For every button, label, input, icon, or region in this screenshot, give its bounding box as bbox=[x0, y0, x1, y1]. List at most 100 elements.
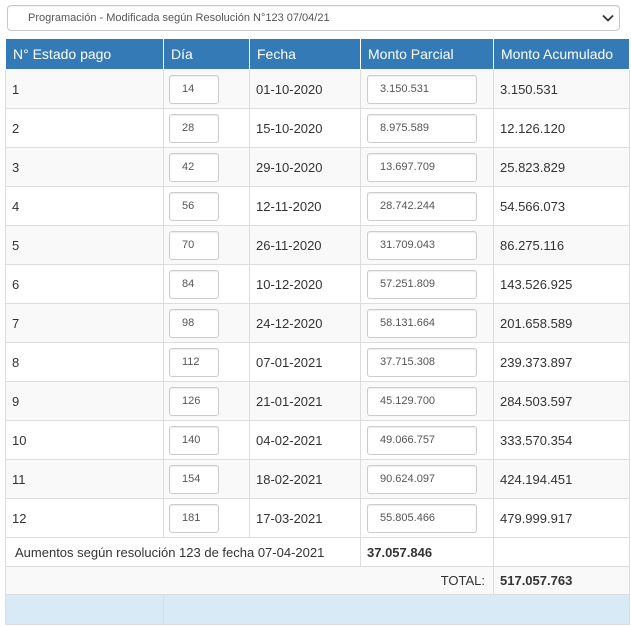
monto-parcial-cell: 37.715.308 bbox=[360, 342, 494, 382]
monto-parcial-cell: 55.805.466 bbox=[360, 498, 494, 538]
monto-parcial-cell: 57.251.809 bbox=[360, 264, 494, 304]
monto-acumulado-cell: 333.570.354 bbox=[493, 420, 630, 460]
monto-parcial-cell: 13.697.709 bbox=[360, 147, 494, 187]
aumentos-label: Aumentos según resolución 123 de fecha 0… bbox=[5, 537, 361, 567]
estado-pago-number: 5 bbox=[5, 225, 164, 265]
monto-parcial-input[interactable]: 49.066.757 bbox=[367, 425, 477, 455]
estado-pago-number: 12 bbox=[5, 498, 164, 538]
dia-input[interactable]: 28 bbox=[169, 113, 219, 143]
table-header-row: N° Estado pago Día Fecha Monto Parcial M… bbox=[5, 38, 630, 70]
dia-cell: 140 bbox=[163, 420, 250, 460]
monto-parcial-input[interactable]: 28.742.244 bbox=[367, 191, 477, 221]
monto-parcial-input[interactable]: 37.715.308 bbox=[367, 347, 477, 377]
dia-input[interactable]: 181 bbox=[169, 503, 219, 533]
table-row: 2 28 15-10-2020 8.975.589 12.126.120 bbox=[5, 108, 630, 148]
monto-acumulado-cell: 3.150.531 bbox=[493, 69, 630, 109]
aumentos-value: 37.057.846 bbox=[360, 537, 494, 567]
table-row: 1 14 01-10-2020 3.150.531 3.150.531 bbox=[5, 69, 630, 109]
table-row: 4 56 12-11-2020 28.742.244 54.566.073 bbox=[5, 186, 630, 226]
fecha-cell: 10-12-2020 bbox=[249, 264, 361, 304]
monto-parcial-cell: 58.131.664 bbox=[360, 303, 494, 343]
dia-cell: 126 bbox=[163, 381, 250, 421]
monto-parcial-input[interactable]: 45.129.700 bbox=[367, 386, 477, 416]
dia-cell: 14 bbox=[163, 69, 250, 109]
resolution-select-value: Programación - Modificada según Resoluci… bbox=[28, 12, 330, 24]
header-monto-acumulado: Monto Acumulado bbox=[493, 38, 630, 70]
monto-parcial-cell: 45.129.700 bbox=[360, 381, 494, 421]
monto-parcial-input[interactable]: 13.697.709 bbox=[367, 152, 477, 182]
dia-cell: 181 bbox=[163, 498, 250, 538]
dia-cell: 112 bbox=[163, 342, 250, 382]
monto-parcial-input[interactable]: 58.131.664 bbox=[367, 308, 477, 338]
table-row: 9 126 21-01-2021 45.129.700 284.503.597 bbox=[5, 381, 630, 421]
monto-parcial-cell: 90.624.097 bbox=[360, 459, 494, 499]
header-dia: Día bbox=[163, 38, 250, 70]
aumentos-row: Aumentos según resolución 123 de fecha 0… bbox=[5, 537, 630, 567]
monto-acumulado-cell: 25.823.829 bbox=[493, 147, 630, 187]
header-monto-parcial: Monto Parcial bbox=[360, 38, 494, 70]
payments-table: N° Estado pago Día Fecha Monto Parcial M… bbox=[5, 38, 630, 625]
dia-cell: 28 bbox=[163, 108, 250, 148]
dia-input[interactable]: 126 bbox=[169, 386, 219, 416]
estado-pago-number: 3 bbox=[5, 147, 164, 187]
monto-parcial-input[interactable]: 55.805.466 bbox=[367, 503, 477, 533]
table-row: 3 42 29-10-2020 13.697.709 25.823.829 bbox=[5, 147, 630, 187]
monto-parcial-input[interactable]: 90.624.097 bbox=[367, 464, 477, 494]
estado-pago-number: 4 bbox=[5, 186, 164, 226]
total-label: TOTAL: bbox=[5, 566, 494, 595]
table-row: 5 70 26-11-2020 31.709.043 86.275.116 bbox=[5, 225, 630, 265]
resolution-select[interactable]: Programación - Modificada según Resoluci… bbox=[7, 5, 620, 31]
fecha-cell: 26-11-2020 bbox=[249, 225, 361, 265]
table-footer-row bbox=[5, 594, 630, 625]
monto-parcial-cell: 8.975.589 bbox=[360, 108, 494, 148]
footer-cell bbox=[163, 594, 630, 625]
dia-input[interactable]: 14 bbox=[169, 74, 219, 104]
estado-pago-number: 9 bbox=[5, 381, 164, 421]
fecha-cell: 29-10-2020 bbox=[249, 147, 361, 187]
aumentos-empty-cell bbox=[493, 537, 630, 567]
header-estado-pago: N° Estado pago bbox=[5, 38, 164, 70]
dia-input[interactable]: 98 bbox=[169, 308, 219, 338]
table-row: 6 84 10-12-2020 57.251.809 143.526.925 bbox=[5, 264, 630, 304]
dia-cell: 84 bbox=[163, 264, 250, 304]
estado-pago-number: 11 bbox=[5, 459, 164, 499]
monto-parcial-cell: 49.066.757 bbox=[360, 420, 494, 460]
dia-cell: 98 bbox=[163, 303, 250, 343]
dia-cell: 154 bbox=[163, 459, 250, 499]
dia-input[interactable]: 84 bbox=[169, 269, 219, 299]
dia-cell: 56 bbox=[163, 186, 250, 226]
total-value: 517.057.763 bbox=[493, 566, 630, 595]
monto-parcial-input[interactable]: 31.709.043 bbox=[367, 230, 477, 260]
fecha-cell: 15-10-2020 bbox=[249, 108, 361, 148]
estado-pago-number: 10 bbox=[5, 420, 164, 460]
dia-input[interactable]: 56 bbox=[169, 191, 219, 221]
monto-parcial-cell: 31.709.043 bbox=[360, 225, 494, 265]
table-row: 7 98 24-12-2020 58.131.664 201.658.589 bbox=[5, 303, 630, 343]
dia-input[interactable]: 154 bbox=[169, 464, 219, 494]
monto-acumulado-cell: 424.194.451 bbox=[493, 459, 630, 499]
monto-parcial-input[interactable]: 8.975.589 bbox=[367, 113, 477, 143]
fecha-cell: 21-01-2021 bbox=[249, 381, 361, 421]
monto-parcial-cell: 28.742.244 bbox=[360, 186, 494, 226]
monto-parcial-input[interactable]: 3.150.531 bbox=[367, 74, 477, 104]
estado-pago-number: 7 bbox=[5, 303, 164, 343]
monto-acumulado-cell: 284.503.597 bbox=[493, 381, 630, 421]
chevron-down-icon bbox=[597, 14, 619, 22]
estado-pago-number: 1 bbox=[5, 69, 164, 109]
dia-input[interactable]: 140 bbox=[169, 425, 219, 455]
fecha-cell: 04-02-2021 bbox=[249, 420, 361, 460]
monto-parcial-input[interactable]: 57.251.809 bbox=[367, 269, 477, 299]
dia-input[interactable]: 42 bbox=[169, 152, 219, 182]
header-fecha: Fecha bbox=[249, 38, 361, 70]
dia-input[interactable]: 112 bbox=[169, 347, 219, 377]
estado-pago-number: 8 bbox=[5, 342, 164, 382]
monto-acumulado-cell: 54.566.073 bbox=[493, 186, 630, 226]
monto-acumulado-cell: 143.526.925 bbox=[493, 264, 630, 304]
fecha-cell: 07-01-2021 bbox=[249, 342, 361, 382]
table-row: 10 140 04-02-2021 49.066.757 333.570.354 bbox=[5, 420, 630, 460]
dia-input[interactable]: 70 bbox=[169, 230, 219, 260]
monto-acumulado-cell: 201.658.589 bbox=[493, 303, 630, 343]
total-row: TOTAL: 517.057.763 bbox=[5, 566, 630, 595]
fecha-cell: 24-12-2020 bbox=[249, 303, 361, 343]
